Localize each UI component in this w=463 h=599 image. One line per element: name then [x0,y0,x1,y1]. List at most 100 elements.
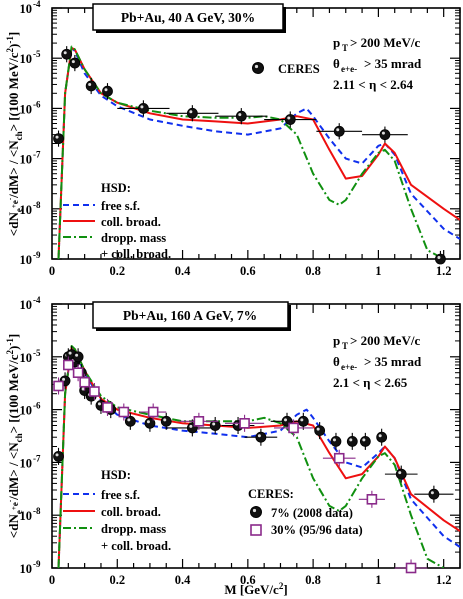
data-point-highlight [349,438,353,442]
bottom-ceres-7pct-label: 7% (2008 data) [271,506,353,520]
data-point-filled-circle [85,80,97,92]
data-point-open-square [193,416,205,427]
data-point-highlight [104,88,108,92]
y-tick-label: 10 [20,153,33,167]
y-tick-exponent: -6 [33,401,41,411]
data-point-highlight [238,113,242,117]
data-point-highlight [257,434,261,438]
x-tick-label: 0.6 [240,264,256,278]
y-tick-exponent: -7 [33,150,41,160]
data-point-highlight [362,438,366,442]
y-tick-label: 10 [20,404,33,418]
y-tick-label: 10 [20,2,33,16]
bottom-legend-coll-label: coll. broad. [101,505,161,519]
bottom-eta-range: 2.1 < η < 2.65 [333,375,408,390]
y-tick-label: 10 [20,351,33,365]
bottom-hsd-legend: HSD: free s.f. coll. broad. dropp. mass … [63,468,171,553]
top-legend-dropp-label: dropp. mass [101,231,166,245]
bottom-y-axis-title: <dNe+e-/dM> / <Nch> [(100 MeV/c2)-1] [5,334,24,538]
data-point-filled-circle [333,125,345,137]
data-point-filled-circle [395,468,407,480]
top-hsd-header: HSD: [101,181,131,195]
top-theta: θ [333,56,340,71]
ceres-marker-highlight-icon [254,64,259,69]
bottom-ceres-header: CERES: [248,487,294,501]
data-point-filled-circle [297,415,309,427]
data-point-highlight [71,60,75,64]
y-tick-exponent: -6 [33,99,41,109]
data-point-highlight [55,135,59,139]
x-tick-label: 0.4 [175,264,191,278]
x-tick-label: 0.4 [175,573,191,587]
y-tick-exponent: -4 [33,295,41,305]
bottom-legend-dropp-cont: + coll. broad. [101,539,171,553]
y-tick-label: 10 [20,456,33,470]
data-point-highlight [55,453,59,457]
data-point-open-square [89,386,100,397]
data-point-open-square [79,376,90,388]
x-tick-label: 0 [49,264,55,278]
data-point-highlight [437,256,441,259]
y-tick-label: 10 [20,253,33,267]
data-point-open-square [147,406,159,418]
top-ceres-legend: CERES [252,62,320,76]
data-point-highlight [88,82,92,86]
bottom-x-axis-title: M [GeV/c2] [224,581,287,597]
data-point-highlight [163,418,167,422]
ceres-30pct-marker-icon [250,524,262,536]
bottom-data-points [53,346,454,574]
data-point-highlight [336,128,340,132]
data-point-filled-circle [72,351,84,363]
data-point-filled-circle [124,415,136,427]
top-pt-T: T [342,43,348,53]
data-point-highlight [68,351,72,355]
bottom-pt-p: p [333,333,340,348]
data-point-highlight [189,110,193,114]
bottom-panel: 0 0.2 0.4 0.6 0.8 1 1.210-910-810-710-610 -510-… [5,295,461,597]
bottom-pt-T: T [342,341,348,351]
data-point-filled-circle [330,435,342,447]
bottom-hsd-header: HSD: [101,468,131,482]
y-tick-exponent: -5 [33,348,41,358]
top-data-points [53,46,460,265]
data-point-open-square [405,562,417,574]
data-point-filled-circle [346,435,358,447]
top-ceres-label: CERES [278,62,320,76]
bottom-title: Pb+Au, 160 A GeV, 7% [123,308,257,323]
y-tick-exponent: -5 [33,49,41,59]
data-point-filled-circle [186,107,198,119]
y-tick-exponent: -9 [33,250,41,260]
bottom-theta-sub: e+e- [341,362,357,372]
bottom-title-box [92,301,289,329]
data-point-filled-circle [137,103,149,114]
data-point-filled-circle [209,420,221,431]
x-tick-label: 0 [49,573,55,587]
bottom-ceres-30pct-label: 30% (95/96 data) [271,523,363,537]
y-tick-label: 10 [20,562,33,576]
data-point-filled-circle [359,435,371,447]
data-point-highlight [63,51,67,55]
data-point-highlight [300,418,304,422]
data-point-highlight [189,424,193,428]
top-y-axis-title: <dNe+e-/dM> / <Nch> [(100 MeV/c2)-1] [5,32,24,236]
data-point-open-square [102,402,113,413]
data-point-open-square [239,418,250,429]
ceres-marker-icon [252,62,264,74]
data-point-highlight [381,131,385,135]
data-point-filled-circle [235,110,247,122]
top-legend-dropp-cont: + coll. broad. [101,247,171,261]
data-point-highlight [97,402,101,406]
data-point-filled-circle [160,415,172,427]
data-point-open-square [63,359,74,371]
data-point-highlight [212,422,216,426]
x-tick-label: 0.8 [305,264,321,278]
x-tick-label: 1.2 [436,573,452,587]
bottom-pt-cut: > 200 MeV/c [350,333,420,348]
series-line-dashdot [57,45,445,259]
y-tick-exponent: -7 [33,453,41,463]
data-point-highlight [430,491,434,495]
bottom-legend-free-label: free s.f. [101,488,140,502]
top-eta-range: 2.11 < η < 2.64 [333,77,413,92]
top-theta-sub: e+e- [341,64,357,74]
